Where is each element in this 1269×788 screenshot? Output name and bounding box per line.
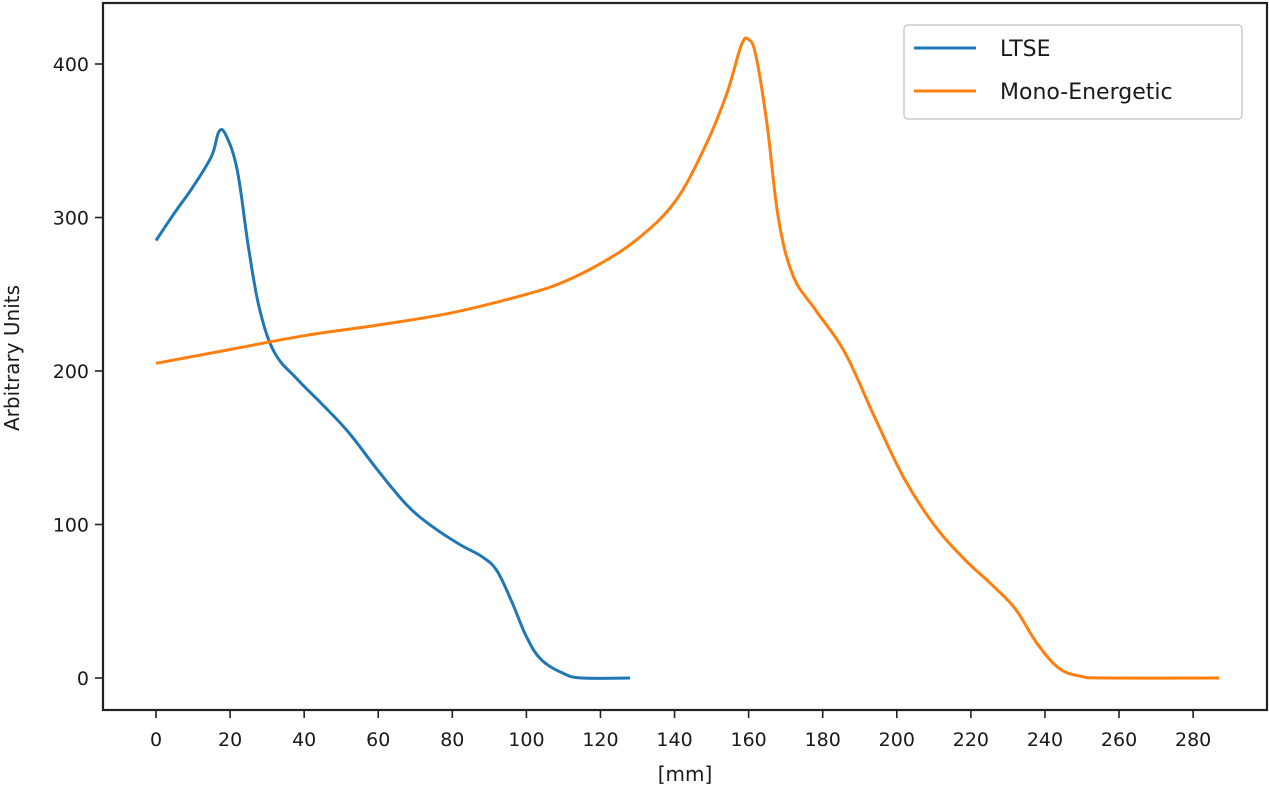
x-tick-label: 240	[1027, 729, 1063, 751]
x-axis-ticks: 0 20 40 60 80 100 120 140 160 180 200 220 240 260 280	[150, 710, 1211, 751]
legend-box	[903, 24, 1243, 120]
axes-frame	[101, 1, 1269, 712]
series-line-mono-energetic	[155, 36, 1220, 680]
x-tick-label: 280	[1175, 729, 1211, 751]
x-tick-label: 60	[366, 729, 390, 751]
y-tick-label: 300	[53, 208, 89, 230]
y-tick-label: 400	[53, 54, 89, 76]
x-axis-title: [mm]	[658, 762, 713, 786]
y-tick-label: 200	[53, 361, 89, 383]
x-tick-label: 80	[440, 729, 464, 751]
x-tick-label: 160	[731, 729, 767, 751]
x-tick-label: 20	[218, 729, 242, 751]
x-tick-label: 220	[953, 729, 989, 751]
legend: LTSE Mono-Energetic	[903, 24, 1243, 120]
legend-label-mono-energetic: Mono-Energetic	[1000, 80, 1173, 105]
x-tick-label: 40	[292, 729, 316, 751]
legend-label-ltse: LTSE	[1000, 37, 1051, 62]
y-axis-title: Arbitrary Units	[0, 285, 24, 431]
x-tick-label: 200	[879, 729, 915, 751]
series-line-ltse	[154, 128, 631, 680]
plot-lines	[154, 36, 1220, 680]
x-tick-label: 120	[582, 729, 618, 751]
y-tick-label: 100	[53, 515, 89, 537]
x-tick-label: 260	[1101, 729, 1137, 751]
y-axis-ticks: 0 100 200 300 400	[53, 54, 103, 690]
x-tick-label: 140	[656, 729, 692, 751]
y-tick-label: 0	[77, 668, 89, 690]
x-tick-label: 0	[150, 729, 162, 751]
x-tick-label: 180	[805, 729, 841, 751]
x-tick-label: 100	[508, 729, 544, 751]
